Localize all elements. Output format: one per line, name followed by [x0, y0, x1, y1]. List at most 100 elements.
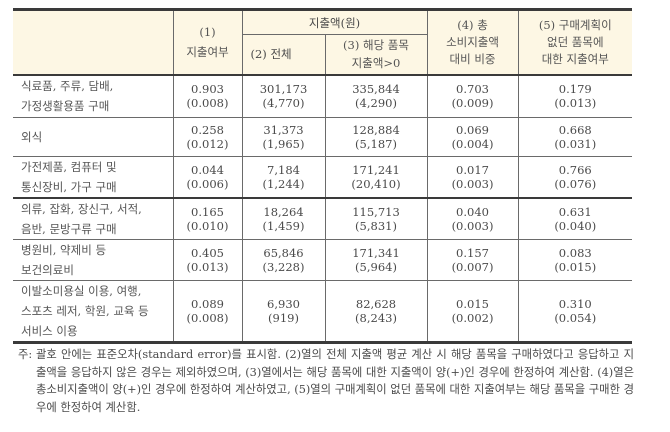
- value: 0.083: [558, 246, 592, 260]
- col3-header-line2: 지출액>0: [351, 56, 401, 71]
- col3-header: (3) 해당 품목 지출액>0: [324, 34, 428, 76]
- std-error: (0.040): [554, 219, 597, 233]
- cell-col1: 0.258 (0.012): [172, 117, 243, 157]
- std-error: (0.076): [554, 177, 597, 191]
- value: 0.179: [558, 82, 592, 97]
- col3-header-line1: (3) 해당 품목: [343, 38, 409, 53]
- value: 128,884: [352, 123, 400, 137]
- cell-col2: 6,930 (919): [241, 280, 326, 344]
- row-label-line: 서비스 이용: [21, 324, 78, 338]
- cell-col3: 82,628 (8,243): [324, 280, 428, 344]
- cell-col3: 128,884 (5,187): [324, 117, 428, 157]
- col1-header-line1: (1): [199, 25, 216, 40]
- value: 18,264: [263, 205, 304, 219]
- std-error: (0.003): [451, 177, 494, 191]
- std-error: (5,964): [355, 260, 397, 274]
- col4-header-line2: 소비지출액: [446, 34, 499, 49]
- cell-col3: 335,844 (4,290): [324, 74, 428, 118]
- value: 301,173: [259, 82, 308, 97]
- std-error: (0.008): [186, 311, 229, 325]
- value: 171,241: [352, 163, 400, 177]
- col5-header: (5) 구매계획이 없던 품목에 대한 지출여부: [517, 8, 633, 76]
- row-label: 병원비, 약제비 등 보건의료비: [13, 239, 174, 281]
- table-row: 외식 0.258 (0.012) 31,373 (1,965) 128,884 (5,…: [13, 117, 633, 157]
- value: 0.165: [191, 205, 224, 219]
- value: 0.766: [558, 163, 592, 177]
- cell-col4: 0.157 (0.007): [426, 239, 519, 281]
- table-row: 가전제품, 컴퓨터 및 통신장비, 가구 구매 0.044 (0.006) 7,1…: [13, 156, 633, 199]
- value: 171,341: [352, 246, 400, 260]
- col4-header-line3: 대비 비중: [449, 51, 496, 66]
- cell-col1: 0.903 (0.008): [172, 74, 243, 118]
- col5-header-line1: (5) 구매계획이: [538, 17, 612, 32]
- value: 0.015: [456, 297, 489, 311]
- table-row: 병원비, 약제비 등 보건의료비 0.405 (0.013) 65,846 (3,2…: [13, 239, 633, 281]
- std-error: (0.012): [186, 137, 229, 151]
- row-label-line: 보건의료비: [21, 263, 74, 277]
- value: 65,846: [263, 246, 304, 260]
- std-error: (1,459): [262, 219, 305, 233]
- footnote-text: 괄호 안에는 표준오차(standard error)를 표시함. (2)열의 …: [36, 348, 634, 414]
- spend-group-header: 지출액(원): [241, 8, 428, 35]
- cell-col2: 301,173 (4,770): [241, 74, 326, 118]
- value: 0.044: [191, 163, 224, 177]
- table-row: 의류, 잡화, 장신구, 서적, 음반, 문방구류 구매 0.165 (0.010…: [13, 197, 633, 240]
- value: 0.703: [456, 82, 489, 97]
- row-label: 의류, 잡화, 장신구, 서적, 음반, 문방구류 구매: [13, 197, 174, 240]
- row-label-line: 의류, 잡화, 장신구, 서적,: [21, 202, 142, 216]
- value: 335,844: [352, 82, 400, 97]
- cell-col4: 0.015 (0.002): [426, 280, 519, 344]
- cell-col1: 0.044 (0.006): [172, 156, 243, 199]
- std-error: (0.013): [186, 260, 229, 274]
- cell-col3: 171,241 (20,410): [324, 156, 428, 199]
- cell-col1: 0.165 (0.010): [172, 197, 243, 240]
- value: 7,184: [267, 163, 300, 177]
- value: 0.405: [191, 246, 224, 260]
- value: 82,628: [355, 297, 397, 311]
- std-error: (4,290): [355, 96, 397, 111]
- std-error: (1,244): [262, 177, 305, 191]
- std-error: (5,187): [355, 137, 397, 151]
- table-row: 이발소미용실 이용, 여행, 스포츠 레저, 학원, 교육 등 서비스 이용 0…: [13, 280, 633, 344]
- table-row: 식료품, 주류, 담배, 가정생활용품 구매 0.903 (0.008) 301,…: [13, 74, 633, 118]
- std-error: (0.054): [554, 311, 597, 325]
- std-error: (0.006): [186, 177, 229, 191]
- cell-col5: 0.083 (0.015): [517, 239, 633, 281]
- col2-header: (2) 전체: [242, 34, 326, 76]
- cell-col4: 0.703 (0.009): [426, 74, 519, 118]
- value: 0.668: [558, 123, 592, 137]
- row-label-line: 가정생활용품 구매: [21, 99, 110, 114]
- std-error: (0.010): [186, 219, 229, 233]
- value: 0.017: [456, 163, 489, 177]
- value: 0.631: [558, 205, 592, 219]
- std-error: (0.009): [451, 96, 494, 111]
- cell-col5: 0.631 (0.040): [517, 197, 633, 240]
- cell-col5: 0.668 (0.031): [517, 117, 633, 157]
- cell-col2: 7,184 (1,244): [241, 156, 326, 199]
- row-label-header: [13, 8, 174, 76]
- cell-col1: 0.405 (0.013): [172, 239, 243, 281]
- std-error: (0.013): [554, 96, 597, 111]
- row-label: 가전제품, 컴퓨터 및 통신장비, 가구 구매: [13, 156, 174, 199]
- std-error: (0.007): [451, 260, 494, 274]
- std-error: (919): [268, 311, 299, 325]
- cell-col2: 31,373 (1,965): [241, 117, 326, 157]
- cell-col5: 0.310 (0.054): [517, 280, 633, 344]
- row-label: 외식: [13, 117, 174, 157]
- cell-col1: 0.089 (0.008): [172, 280, 243, 344]
- cell-col2: 65,846 (3,228): [241, 239, 326, 281]
- value: 0.258: [191, 123, 224, 137]
- std-error: (1,965): [262, 137, 305, 151]
- row-label: 식료품, 주류, 담배, 가정생활용품 구매: [13, 74, 174, 118]
- value: 6,930: [267, 297, 300, 311]
- value: 0.069: [456, 123, 489, 137]
- row-label-line: 식료품, 주류, 담배,: [21, 79, 114, 94]
- value: 0.903: [191, 82, 224, 97]
- row-label-line: 외식: [21, 130, 43, 144]
- footnote-prefix: 주:: [18, 348, 33, 361]
- row-label-line: 병원비, 약제비 등: [21, 243, 107, 257]
- std-error: (5,831): [355, 219, 397, 233]
- cell-col3: 171,341 (5,964): [324, 239, 428, 281]
- row-label-line: 스포츠 레저, 학원, 교육 등: [21, 304, 149, 318]
- cell-col4: 0.017 (0.003): [426, 156, 519, 199]
